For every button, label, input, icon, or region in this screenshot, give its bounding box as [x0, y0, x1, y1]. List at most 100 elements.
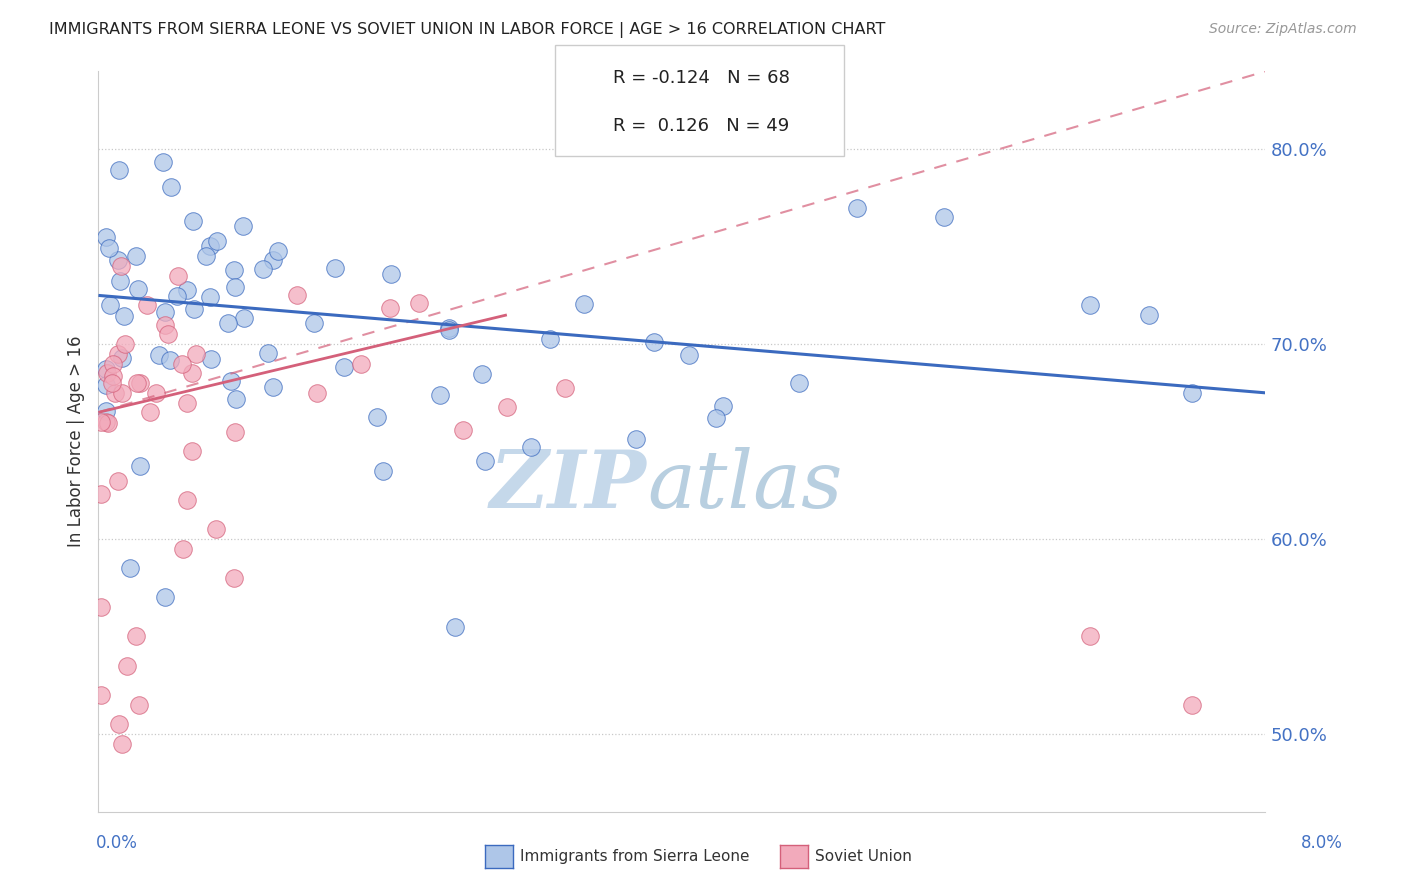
Text: IMMIGRANTS FROM SIERRA LEONE VS SOVIET UNION IN LABOR FORCE | AGE > 16 CORRELATI: IMMIGRANTS FROM SIERRA LEONE VS SOVIET U…: [49, 22, 886, 38]
Point: [205, 235, 228, 249]
Point: [474, 454, 496, 468]
Text: atlas: atlas: [647, 447, 842, 524]
Point: [136, 298, 159, 312]
Point: [1080, 629, 1102, 643]
Point: [643, 334, 665, 349]
Point: [110, 259, 132, 273]
Point: [125, 376, 148, 390]
Point: [90, 600, 112, 615]
Point: [100, 376, 122, 390]
Point: [350, 357, 373, 371]
Point: [252, 262, 274, 277]
Point: [139, 405, 162, 419]
Point: [98, 241, 121, 255]
Point: [285, 288, 308, 302]
Point: [232, 219, 254, 234]
Text: 8.0%: 8.0%: [1301, 834, 1343, 852]
Point: [110, 385, 132, 400]
Point: [380, 268, 402, 282]
Point: [183, 302, 205, 317]
Point: [176, 493, 198, 508]
Text: ZIP: ZIP: [491, 447, 647, 524]
Point: [94, 230, 117, 244]
Point: [1080, 298, 1102, 312]
Point: [90, 415, 112, 429]
Point: [94, 404, 117, 418]
Point: [125, 249, 148, 263]
Text: Source: ZipAtlas.com: Source: ZipAtlas.com: [1209, 22, 1357, 37]
Point: [307, 385, 329, 400]
Text: R =  0.126   N = 49: R = 0.126 N = 49: [613, 117, 789, 135]
Point: [224, 425, 246, 439]
Point: [107, 252, 129, 267]
Point: [97, 417, 120, 431]
Point: [333, 360, 356, 375]
Point: [262, 253, 284, 268]
Point: [94, 415, 117, 429]
Point: [1181, 698, 1204, 712]
Point: [366, 409, 388, 424]
Point: [101, 369, 124, 384]
Point: [934, 211, 956, 225]
Point: [153, 318, 176, 332]
Point: [1137, 308, 1160, 322]
Point: [127, 282, 149, 296]
Point: [181, 367, 204, 381]
Point: [166, 289, 188, 303]
Point: [176, 395, 198, 409]
Point: [128, 458, 150, 473]
Point: [713, 399, 735, 413]
Point: [118, 561, 141, 575]
Point: [104, 385, 127, 400]
Point: [371, 464, 394, 478]
Y-axis label: In Labor Force | Age > 16: In Labor Force | Age > 16: [66, 335, 84, 548]
Point: [439, 323, 461, 337]
Point: [98, 297, 121, 311]
Text: R = -0.124   N = 68: R = -0.124 N = 68: [613, 69, 790, 87]
Point: [554, 381, 576, 395]
Point: [704, 411, 727, 425]
Text: 0.0%: 0.0%: [96, 834, 138, 852]
Point: [172, 541, 194, 556]
Point: [125, 629, 148, 643]
Point: [471, 368, 494, 382]
Point: [222, 571, 245, 585]
Point: [115, 658, 138, 673]
Point: [181, 444, 204, 458]
Point: [429, 388, 451, 402]
Point: [111, 737, 134, 751]
Point: [156, 327, 179, 342]
Point: [219, 374, 242, 388]
Point: [262, 380, 284, 394]
Point: [128, 698, 150, 712]
Text: Immigrants from Sierra Leone: Immigrants from Sierra Leone: [520, 849, 749, 863]
Point: [90, 688, 112, 702]
Point: [103, 357, 125, 371]
Point: [787, 376, 810, 390]
Point: [195, 249, 218, 263]
Point: [323, 261, 346, 276]
Point: [153, 591, 176, 605]
Point: [112, 309, 135, 323]
Point: [96, 367, 118, 381]
Point: [145, 385, 167, 400]
Point: [224, 279, 246, 293]
Point: [114, 337, 136, 351]
Point: [217, 317, 239, 331]
Point: [222, 263, 245, 277]
Point: [159, 353, 181, 368]
Point: [107, 347, 129, 361]
Point: [167, 268, 190, 283]
Point: [205, 522, 228, 536]
Point: [153, 305, 176, 319]
Point: [108, 717, 131, 731]
Point: [496, 400, 519, 414]
Point: [107, 474, 129, 488]
Point: [451, 423, 474, 437]
Point: [148, 347, 170, 361]
Point: [304, 316, 326, 330]
Point: [183, 213, 205, 227]
Point: [152, 155, 174, 169]
Point: [186, 347, 208, 361]
Point: [444, 620, 467, 634]
